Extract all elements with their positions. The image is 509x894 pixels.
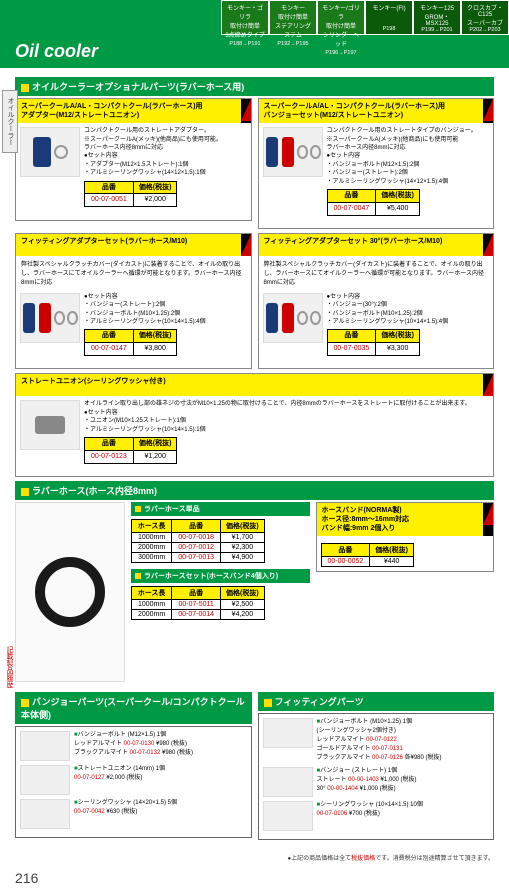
card-hoseband: ホースバンド(NORMA製) ホース径:8mm～16mm対応 バンド幅:9mm …: [316, 502, 495, 572]
card-title: ストレートユニオン(シーリングワッシャ付き): [16, 374, 483, 396]
sub-header-hose-set: ラバーホースセット(ホースバンド4個入り): [131, 569, 310, 583]
parts-image: [263, 801, 313, 831]
hose-table-set: ホース長品番価格(税抜)1000mm00-07-5011¥2,5002000mm…: [131, 586, 265, 620]
header-models: モンキー・ゴリラ 取付け簡単 3点締めタイプP188→P191モンキー 取付け簡…: [0, 0, 509, 35]
sub-header-hose-single: ラバーホース単品: [131, 502, 310, 516]
parts-row: ■バンジョー (ストレート) 1個ストレート 00-00-1403 ¥1,000…: [263, 767, 490, 797]
product-image: [263, 293, 323, 343]
card-banjo-m12: スーパークールA/AL・コンパクトクール(ラバーホース)用 バンジョーセット(M…: [258, 98, 495, 229]
hose-table-single: ホース長品番価格(税抜)1000mm00-07-0018¥1,7002000mm…: [131, 519, 265, 563]
model-tab: クロスカブ・C125 スーパーカブ P202→P203: [461, 0, 509, 35]
card-title: ホースバンド(NORMA製) ホース径:8mm～16mm対応 バンド幅:9mm …: [317, 503, 484, 536]
side-tab-oilcooler: オイルクーラー: [2, 90, 18, 153]
card-desc: オイルライン取り出し部の雄ネジの寸法がM10×1.25の物に取付けることで、内径…: [84, 401, 471, 432]
fitting-parts-box: ■バンジョーボルト (M10×1.25) 1個 (シーリングワッシャ2個付き)レ…: [258, 713, 495, 840]
model-tab: モンキー(FI) P198: [365, 0, 413, 35]
card-desc: 弊社製スペシャルクラッチカバー(ダイカスト)に装着することで、オイルの取り出し、…: [259, 256, 494, 289]
card-title: フィッティングアダプターセット 30°(ラバーホース/M10): [259, 234, 484, 256]
card-desc2: ●セット内容 ・バンジョー(30°):2個 ・バンジョーボルト(M10×1.25…: [327, 294, 449, 325]
parts-row: ■バンジョーボルト (M10×1.25) 1個 (シーリングワッシャ2個付き)レ…: [263, 718, 490, 763]
model-tab: モンキー125 GROM・MSX125 P199→P201: [413, 0, 461, 35]
parts-row: ■バンジョーボルト (M12×1.5) 1個レッドアルマイト 00-07-013…: [20, 731, 247, 761]
section-header-optional-parts: オイルクーラーオプショナルパーツ(ラバーホース用): [15, 77, 494, 96]
card-desc2: ●セット内容 ・バンジョー(ストレート):2個 ・バンジョーボルト(M10×1.…: [84, 294, 206, 325]
card-desc: コンパクトクール用のストレートタイプのバンジョー。 ※スーパークールA(メッキ)…: [327, 128, 477, 184]
card-fitting-30-m10: フィッティングアダプターセット 30°(ラバーホース/M10) 弊社製スペシャル…: [258, 233, 495, 370]
parts-row: ■シーリングワッシャ (14×20×1.5) 5個00-07-0042 ¥630…: [20, 799, 247, 829]
model-tab: モンキー・ゴリラ 取付け簡単 3点締めタイプP188→P191: [221, 0, 269, 35]
price-table: 品番価格(税抜)00-07-0047¥5,400: [327, 189, 420, 216]
card-desc: コンパクトクール用のストレートアダプター。 ※スーパークールA(メッキ)(他商品…: [84, 128, 222, 176]
product-image: [20, 127, 80, 177]
section-header-fitting-parts: フィッティングパーツ: [258, 692, 495, 711]
price-table: 品番価格(税抜)00-00-0052¥440: [321, 543, 414, 567]
page-title: Oil cooler: [0, 35, 509, 68]
card-title: スーパークールA/AL・コンパクトクール(ラバーホース)用 バンジョーセット(M…: [259, 99, 484, 123]
price-table: 品番価格(税抜)00-07-0035¥3,300: [327, 329, 420, 356]
price-table: 品番価格(税抜)00-07-0123¥1,200: [84, 437, 177, 464]
parts-row: ■ストレートユニオン (14mm) 1個00-07-0127 ¥2,000 (税…: [20, 765, 247, 795]
side-tab-history: 記載製品履歴: [2, 640, 16, 694]
card-adapter-m12: スーパークールA/AL・コンパクトクール(ラバーホース)用 アダプター(M12/…: [15, 98, 252, 221]
parts-image: [263, 767, 313, 797]
card-fitting-m10: フィッティングアダプターセット(ラバーホース/M10) 弊社製スペシャルクラッチ…: [15, 233, 252, 370]
card-title: フィッティングアダプターセット(ラバーホース/M10): [16, 234, 241, 256]
section-header-hose: ラバーホース(ホース内径8mm): [15, 481, 494, 500]
product-image: [20, 293, 80, 343]
model-tab: モンキー/ゴリラ 取付け簡単 シリンダーヘッドP196→P197: [317, 0, 365, 35]
price-table: 品番価格(税抜)00-07-0147¥3,800: [84, 329, 177, 356]
price-table: 品番価格(税抜)00-07-0051¥2,000: [84, 181, 177, 208]
footer-note: ●上記の商品価格は全て税抜価格です。消費税分は別途精算させて頂きます。: [0, 853, 494, 862]
page-number: 216: [0, 862, 509, 894]
model-tab: モンキー 取付け簡単 ステアリングステムP192→P195: [269, 0, 317, 35]
parts-image: [20, 731, 70, 761]
product-image: [20, 400, 80, 450]
parts-image: [263, 718, 313, 748]
section-header-banjo-parts: バンジョーパーツ(スーパークール/コンパクトクール本体側): [15, 692, 252, 724]
hose-image: [15, 502, 125, 682]
card-title: スーパークールA/AL・コンパクトクール(ラバーホース)用 アダプター(M12/…: [16, 99, 241, 123]
card-straight-union: ストレートユニオン(シーリングワッシャ付き) オイルライン取り出し部の雄ネジの寸…: [15, 373, 494, 477]
banjo-parts-box: ■バンジョーボルト (M12×1.5) 1個レッドアルマイト 00-07-013…: [15, 726, 252, 838]
parts-image: [20, 765, 70, 795]
parts-row: ■シーリングワッシャ (10×14×1.5) 10個00-07-0106 ¥70…: [263, 801, 490, 831]
product-image: [263, 127, 323, 177]
parts-image: [20, 799, 70, 829]
card-desc: 弊社製スペシャルクラッチカバー(ダイカスト)に装着することで、オイルの取り出し、…: [16, 256, 251, 289]
